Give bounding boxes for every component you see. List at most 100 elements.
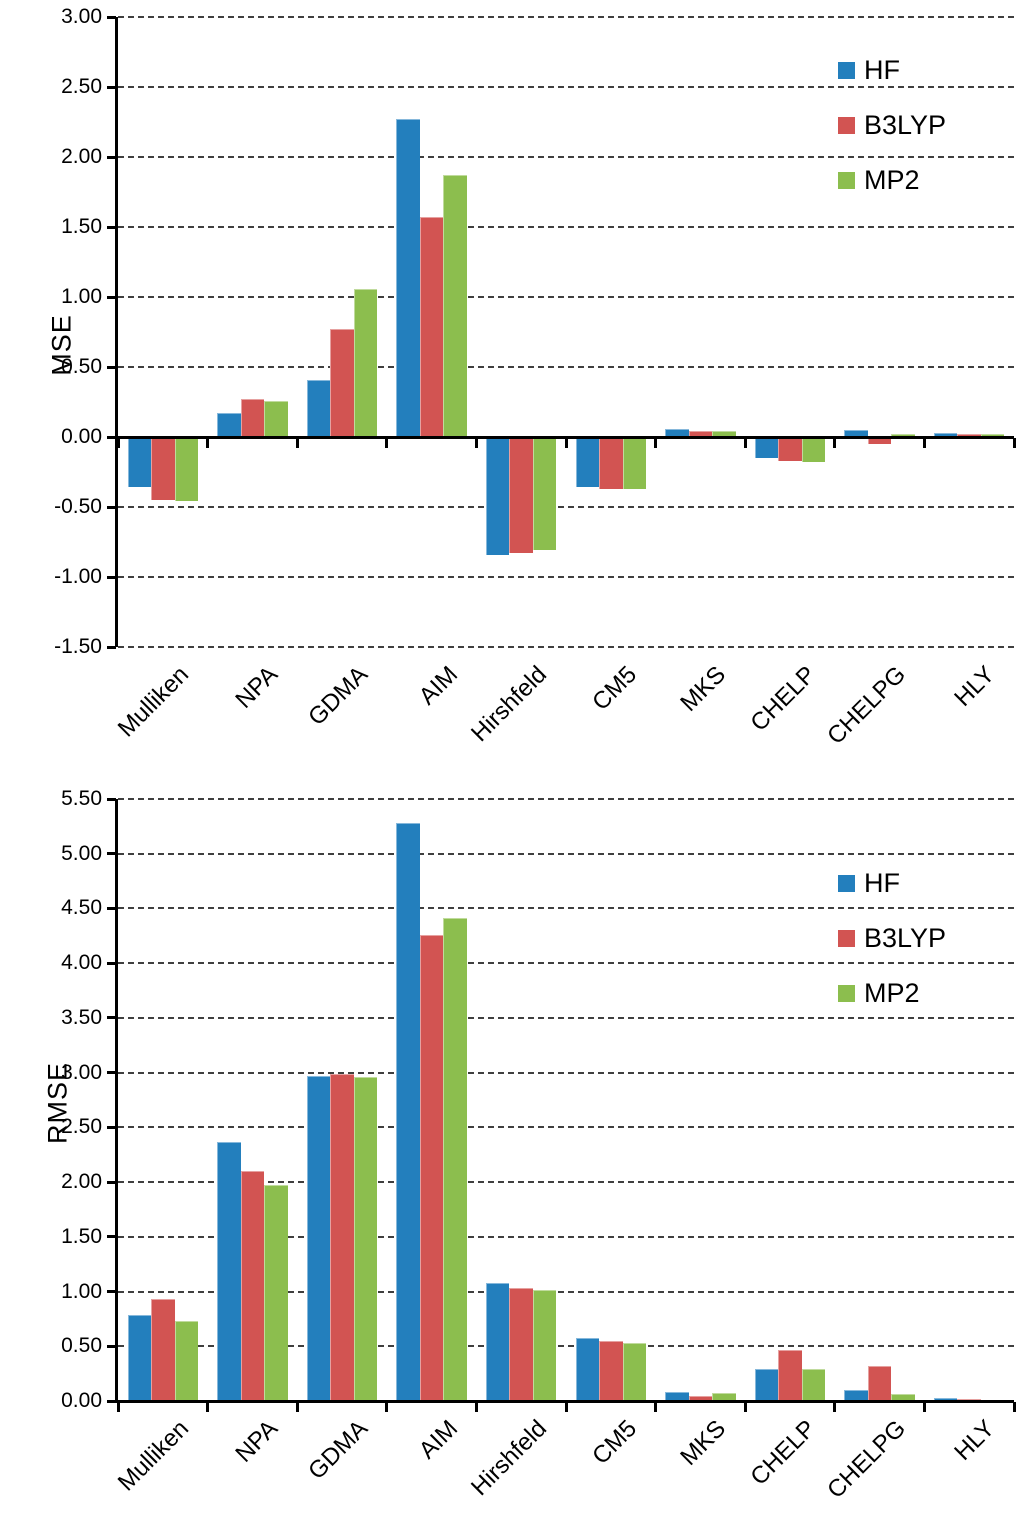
legend-swatch-HF <box>838 874 855 892</box>
category-label-CHELPG: CHELPG <box>821 661 911 750</box>
bar-MP2-MKS <box>712 1393 736 1401</box>
x-axis-tick <box>295 438 299 448</box>
gridline <box>118 1126 1014 1129</box>
gridline <box>118 1345 1014 1348</box>
gridline <box>118 1290 1014 1293</box>
x-axis-tick <box>1012 1402 1016 1412</box>
x-axis-tick <box>922 1402 926 1412</box>
gridline <box>118 1181 1014 1184</box>
legend-item-B3LYP: B3LYP <box>838 923 946 953</box>
gridline <box>118 226 1014 228</box>
bar-MP2-HLY <box>980 434 1005 437</box>
bar-MP2-NPA <box>264 1185 288 1401</box>
category-label-AIM: AIM <box>413 1415 463 1465</box>
gridline <box>118 798 1014 800</box>
x-axis-tick <box>474 1402 478 1412</box>
bar-HF-Mulliken <box>127 1314 152 1401</box>
y-axis-tick <box>107 1290 116 1294</box>
bar-HF-Hirshfeld <box>485 437 510 555</box>
bar-B3LYP-CHELPG <box>867 1365 892 1401</box>
y-axis-tick <box>107 85 116 89</box>
bar-MP2-CHELP <box>801 1369 826 1401</box>
category-label-MKS: MKS <box>675 661 732 717</box>
y-axis-tick <box>107 645 116 649</box>
gridline <box>118 1235 1014 1238</box>
x-axis-tick <box>206 1402 210 1412</box>
legend-swatch-B3LYP <box>838 929 855 947</box>
y-tick-label: 3.00 <box>61 5 102 28</box>
bar-MP2-GDMA <box>353 1077 378 1401</box>
y-axis-tick <box>107 797 116 801</box>
y-axis-tick <box>107 1235 116 1239</box>
bar-B3LYP-HLY <box>957 1398 981 1401</box>
legend-swatch-HF <box>838 61 855 79</box>
category-label-GDMA: GDMA <box>303 661 374 732</box>
gridline <box>118 576 1014 578</box>
legend-swatch-MP2 <box>838 984 855 1002</box>
y-axis-tick <box>107 365 116 369</box>
gridline <box>118 366 1014 368</box>
bar-B3LYP-AIM <box>419 934 444 1401</box>
bar-HF-CHELPG <box>844 1390 868 1401</box>
y-axis-tick <box>107 1344 116 1348</box>
bar-MP2-MKS <box>712 431 736 437</box>
gridline <box>118 156 1014 158</box>
bar-HF-Mulliken <box>127 437 152 488</box>
bar-MP2-GDMA <box>353 288 378 437</box>
bar-HF-CHELP <box>754 437 779 458</box>
y-axis-tick <box>107 961 116 965</box>
y-axis-tick <box>107 295 116 299</box>
x-axis-line <box>115 1400 1014 1403</box>
bar-HF-CM5 <box>575 437 600 488</box>
bar-HF-MKS <box>665 428 689 437</box>
bar-HF-GDMA <box>306 379 331 437</box>
y-axis-tick <box>107 505 116 509</box>
y-tick-label: 1.00 <box>61 285 102 308</box>
bar-MP2-CHELPG <box>891 1394 915 1401</box>
category-label-CHELP: CHELP <box>745 1415 822 1491</box>
category-label-GDMA: GDMA <box>303 1415 374 1486</box>
bar-B3LYP-CHELP <box>778 437 802 461</box>
bar-B3LYP-CHELP <box>778 1349 802 1401</box>
x-axis-tick <box>564 438 568 448</box>
bar-HF-CM5 <box>575 1337 600 1401</box>
bar-HF-HLY <box>933 432 958 437</box>
y-tick-label: 5.00 <box>61 841 102 865</box>
bar-HF-HLY <box>933 1397 958 1401</box>
mse-plot-area <box>115 16 1016 648</box>
gridline <box>118 1016 1014 1019</box>
bar-MP2-AIM <box>443 175 467 437</box>
legend-item-MP2: MP2 <box>838 978 920 1008</box>
bar-B3LYP-CM5 <box>599 1340 623 1401</box>
x-axis-tick <box>833 438 837 448</box>
gridline <box>118 1071 1014 1074</box>
category-label-NPA: NPA <box>230 661 284 714</box>
category-label-AIM: AIM <box>413 661 463 711</box>
legend-label-B3LYP: B3LYP <box>864 109 947 140</box>
legend-label-MP2: MP2 <box>864 977 920 1008</box>
bar-B3LYP-AIM <box>419 217 444 437</box>
rmse-plot-area <box>115 798 1016 1412</box>
legend-label-B3LYP: B3LYP <box>864 922 947 953</box>
y-tick-label: 1.00 <box>61 1279 102 1303</box>
x-axis-tick <box>743 438 747 448</box>
x-axis-tick <box>385 1402 389 1412</box>
bar-HF-CHELP <box>754 1369 779 1401</box>
bar-B3LYP-MKS <box>688 431 713 437</box>
bar-MP2-Mulliken <box>174 437 199 502</box>
y-axis-line <box>115 17 118 647</box>
bar-HF-NPA <box>217 413 241 437</box>
y-tick-label: -0.50 <box>54 495 102 518</box>
x-axis-tick <box>654 438 658 448</box>
y-tick-label: 0.50 <box>61 1334 102 1358</box>
bar-MP2-Mulliken <box>174 1321 199 1401</box>
y-tick-label: 3.50 <box>61 1005 102 1029</box>
bar-HF-MKS <box>665 1392 689 1401</box>
legend-item-HF: HF <box>838 868 900 898</box>
category-label-Mulliken: Mulliken <box>112 1415 194 1497</box>
x-axis-tick <box>1012 438 1016 448</box>
y-tick-label: 2.00 <box>61 145 102 168</box>
y-axis-line <box>115 799 118 1401</box>
y-axis-tick <box>107 852 116 856</box>
